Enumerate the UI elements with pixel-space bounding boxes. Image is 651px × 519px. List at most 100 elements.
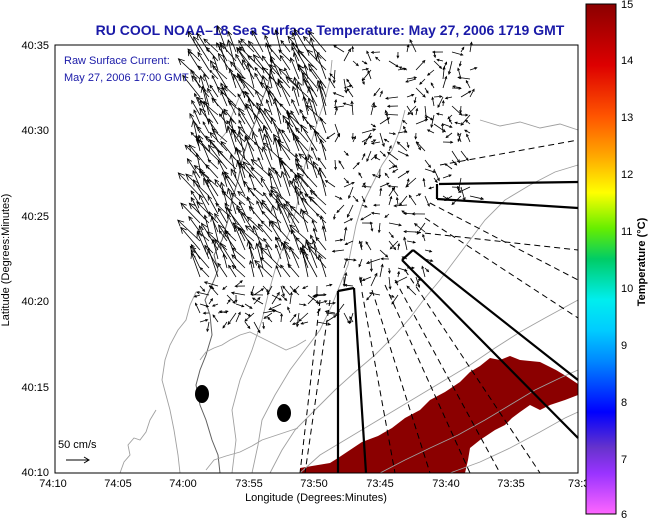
- current-vector: [442, 65, 446, 80]
- current-vector: [298, 153, 318, 170]
- current-vector: [413, 96, 417, 104]
- current-vector: [308, 63, 327, 89]
- current-vector: [256, 102, 273, 125]
- current-vector: [325, 312, 340, 316]
- current-vector: [190, 196, 201, 215]
- current-vector: [251, 29, 264, 53]
- current-vector: [328, 77, 336, 89]
- current-vector: [286, 111, 309, 134]
- current-vector: [442, 140, 454, 144]
- current-vector: [365, 241, 372, 251]
- current-vector: [228, 264, 237, 278]
- current-vector: [252, 187, 264, 197]
- current-vector: [275, 265, 282, 278]
- current-vector: [368, 292, 381, 296]
- current-vector: [300, 321, 309, 325]
- current-vector: [458, 60, 462, 67]
- x-tick-label: 73:35: [497, 478, 525, 490]
- current-vector: [280, 264, 291, 278]
- current-vector: [444, 195, 453, 202]
- current-vector: [268, 303, 282, 311]
- current-vector: [227, 312, 237, 326]
- current-vector: [317, 167, 327, 197]
- current-vector: [379, 249, 389, 258]
- current-vector: [415, 193, 422, 197]
- current-vector: [359, 276, 363, 287]
- current-vector: [273, 97, 282, 125]
- current-vector: [308, 124, 327, 143]
- current-vector: [269, 68, 282, 98]
- current-vector: [311, 146, 318, 161]
- current-vector: [321, 225, 327, 242]
- x-tick-label: 73:45: [366, 478, 394, 490]
- current-vector: [469, 41, 473, 53]
- current-vector: [316, 53, 327, 80]
- current-vector: [361, 204, 368, 208]
- current-vector: [319, 138, 327, 161]
- y-tick-label: 40:30: [21, 125, 49, 137]
- bathymetry-contours: [119, 59, 579, 474]
- current-vector: [177, 172, 201, 197]
- current-vector: [271, 220, 291, 242]
- current-vector: [237, 126, 255, 143]
- current-vector: [207, 144, 228, 170]
- current-vector: [205, 135, 219, 152]
- current-vector: [334, 106, 338, 116]
- current-vector: [221, 171, 228, 188]
- current-vector: [334, 195, 343, 200]
- current-vector: [388, 240, 397, 251]
- y-tick-label: 40:15: [21, 382, 49, 394]
- current-vector: [289, 168, 300, 179]
- current-vector: [391, 294, 399, 305]
- current-vector: [332, 92, 345, 98]
- current-time-label: May 27, 2006 17:00 GMT: [64, 72, 189, 84]
- current-vector: [271, 309, 282, 314]
- current-vector: [324, 180, 336, 188]
- current-vector: [393, 204, 408, 208]
- current-vector: [224, 174, 237, 197]
- station-marker: [195, 385, 209, 403]
- current-vector: [260, 81, 273, 98]
- current-vector: [297, 64, 318, 89]
- current-vector: [235, 148, 255, 170]
- current-vector: [235, 53, 246, 71]
- current-vector: [180, 226, 201, 251]
- current-vector: [370, 154, 378, 161]
- current-vector: [334, 159, 337, 171]
- current-vector: [451, 159, 458, 166]
- current-vector: [231, 254, 246, 269]
- current-vector: [289, 205, 309, 224]
- current-vector: [246, 239, 255, 269]
- current-vector: [198, 74, 210, 107]
- current-vector: [292, 132, 309, 161]
- current-vector: [361, 135, 373, 143]
- current-vector: [295, 312, 300, 328]
- current-vector: [299, 190, 309, 206]
- current-vector: [260, 257, 273, 269]
- current-vector: [370, 141, 381, 145]
- current-vector: [451, 150, 460, 164]
- current-vector: [261, 210, 273, 224]
- current-vector: [226, 294, 236, 304]
- current-vector: [203, 177, 219, 206]
- radar-beam-dashes: [299, 139, 579, 474]
- current-vector: [194, 92, 201, 107]
- current-vector: [407, 105, 417, 116]
- current-vector: [251, 297, 264, 305]
- current-vector: [424, 105, 428, 120]
- current-vector: [422, 233, 426, 242]
- current-vector: [202, 311, 210, 315]
- current-vector: [402, 119, 408, 125]
- current-vector: [302, 95, 309, 116]
- current-vector: [395, 196, 399, 206]
- current-vector: [211, 303, 219, 307]
- current-vector: [246, 216, 264, 233]
- current-vector: [209, 284, 219, 296]
- current-vector: [253, 288, 265, 296]
- current-vector: [220, 90, 228, 107]
- current-vector: [193, 35, 210, 62]
- current-vector: [444, 96, 453, 100]
- current-vector: [291, 321, 300, 325]
- current-vector: [283, 203, 300, 224]
- current-vector: [278, 49, 291, 62]
